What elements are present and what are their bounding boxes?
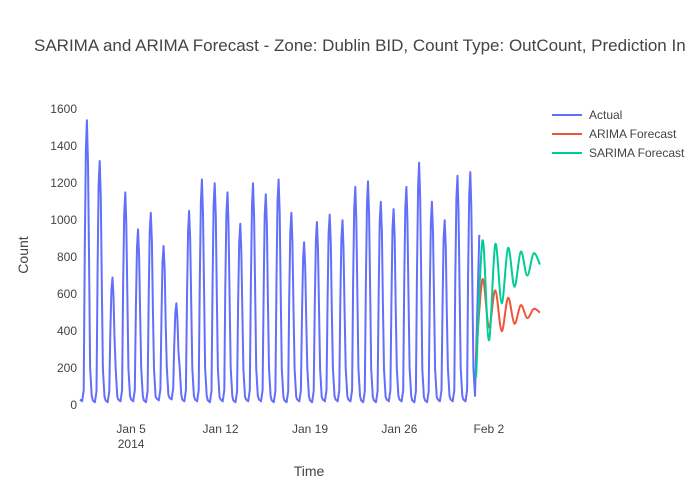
legend-item[interactable]: SARIMA Forecast bbox=[552, 146, 685, 160]
x-tick-label: Jan 19 bbox=[292, 422, 328, 436]
x-tick-sublabel: 2014 bbox=[118, 437, 145, 451]
y-tick-label: 800 bbox=[57, 250, 77, 264]
chart-title: SARIMA and ARIMA Forecast - Zone: Dublin… bbox=[34, 36, 686, 55]
y-tick-label: 400 bbox=[57, 324, 77, 338]
y-tick-label: 1600 bbox=[50, 102, 77, 116]
y-tick-label: 1400 bbox=[50, 139, 77, 153]
grid bbox=[80, 108, 540, 406]
y-axis-ticks: 0 200 400 600 800 1000 1200 1400 1600 bbox=[50, 102, 77, 412]
x-axis-title: Time bbox=[294, 463, 325, 479]
x-tick-label: Feb 2 bbox=[474, 422, 505, 436]
series-line-sarima bbox=[475, 239, 541, 378]
y-tick-label: 1000 bbox=[50, 213, 77, 227]
legend-label: ARIMA Forecast bbox=[589, 127, 677, 141]
legend-item[interactable]: ARIMA Forecast bbox=[552, 127, 677, 141]
y-tick-label: 600 bbox=[57, 287, 77, 301]
x-tick-label: Jan 5 bbox=[116, 422, 146, 436]
legend-item[interactable]: Actual bbox=[552, 108, 622, 122]
series-line-actual bbox=[79, 119, 481, 404]
y-tick-label: 1200 bbox=[50, 176, 77, 190]
y-tick-label: 0 bbox=[70, 398, 77, 412]
legend-label: Actual bbox=[589, 108, 622, 122]
legend-label: SARIMA Forecast bbox=[589, 146, 685, 160]
series-group bbox=[79, 119, 541, 404]
y-tick-label: 200 bbox=[57, 361, 77, 375]
x-tick-label: Jan 26 bbox=[381, 422, 417, 436]
x-tick-label: Jan 12 bbox=[203, 422, 239, 436]
legend: Actual ARIMA Forecast SARIMA Forecast bbox=[552, 108, 685, 160]
y-axis-title: Count bbox=[15, 236, 31, 273]
